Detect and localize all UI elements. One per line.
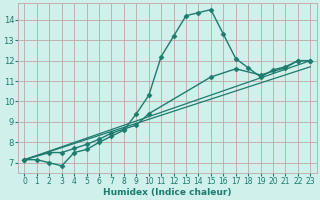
- X-axis label: Humidex (Indice chaleur): Humidex (Indice chaleur): [103, 188, 232, 197]
